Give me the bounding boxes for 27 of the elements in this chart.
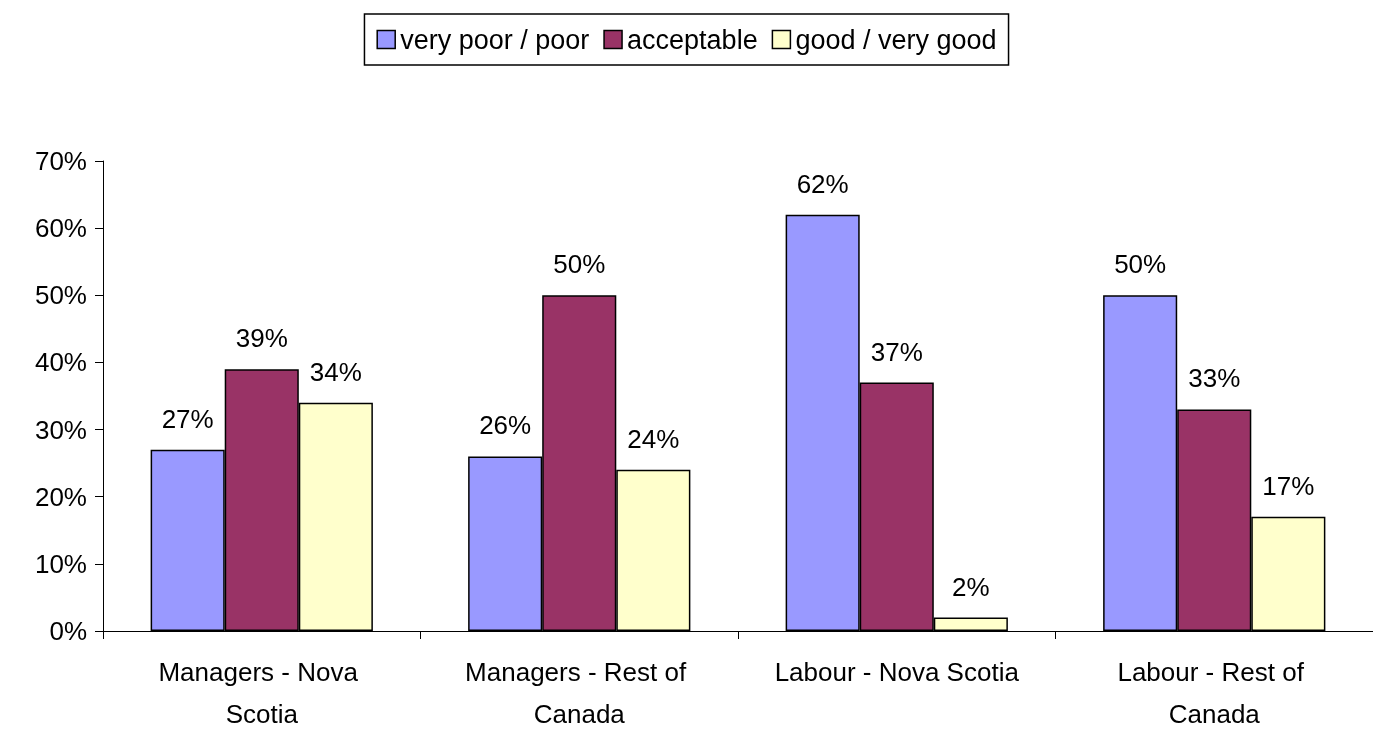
data-label: 39% <box>235 323 288 354</box>
data-label: 34% <box>309 356 362 387</box>
x-tick-label: Managers - Rest of Canada <box>465 657 694 729</box>
legend-label: acceptable <box>627 24 758 55</box>
x-tick-label: Labour - Nova Scotia <box>774 657 1020 687</box>
data-label: 50% <box>553 249 606 280</box>
data-label: 17% <box>1262 470 1315 501</box>
y-tick-label: 60% <box>34 213 87 244</box>
y-tick-label: 70% <box>34 146 87 176</box>
data-label: 33% <box>1188 363 1241 394</box>
data-label: 50% <box>1114 249 1167 280</box>
y-tick-label: 40% <box>34 347 87 378</box>
data-label: 37% <box>870 336 923 367</box>
legend-label: very poor / poor <box>400 24 590 55</box>
y-tick-label: 0% <box>49 616 87 646</box>
y-tick-label: 20% <box>34 481 87 512</box>
y-tick-label: 50% <box>34 280 87 311</box>
data-label: 27% <box>161 403 214 434</box>
data-label: 2% <box>952 571 990 602</box>
data-label: 62% <box>796 168 849 199</box>
data-label: 24% <box>627 423 680 454</box>
data-label: 26% <box>479 410 532 441</box>
x-tick-label: Labour - Rest of Canada <box>1117 657 1312 729</box>
legend-label: good / very good <box>795 24 997 55</box>
x-tick-label: Managers - Nova Scotia <box>158 657 366 729</box>
y-tick-label: 30% <box>34 414 87 445</box>
y-tick-label: 10% <box>34 548 87 579</box>
